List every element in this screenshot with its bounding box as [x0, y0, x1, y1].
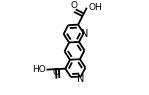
- Text: O: O: [70, 1, 77, 10]
- Text: N: N: [82, 29, 89, 39]
- Text: OH: OH: [89, 3, 103, 12]
- Text: O: O: [53, 68, 60, 77]
- Text: N: N: [77, 74, 84, 84]
- Text: HO: HO: [32, 65, 46, 74]
